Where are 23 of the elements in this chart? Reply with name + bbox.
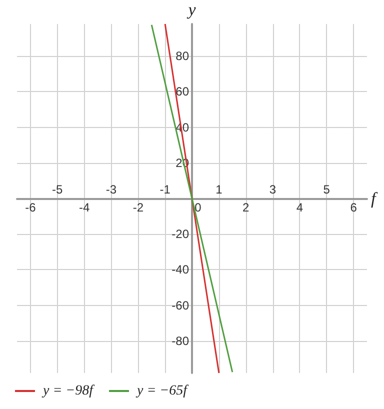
x-axis-title: f	[371, 189, 378, 208]
x-tick-label: -2	[132, 200, 144, 214]
x-tick-label: -6	[25, 200, 36, 214]
x2-tick-label: 3	[269, 182, 276, 196]
x2-tick-label: -3	[106, 182, 117, 196]
x2-tick-label: -5	[52, 182, 64, 196]
y-tick-label: 60	[176, 84, 190, 99]
x-tick-label: 4	[296, 200, 304, 214]
x2-tick-label: -1	[160, 182, 171, 196]
y-tick-label: -60	[172, 298, 190, 312]
x-tick-label: 6	[350, 200, 358, 214]
x-tick-label: 0	[194, 200, 202, 214]
legend-label: y = −98f	[41, 384, 96, 398]
y-tick-label: -20	[172, 227, 190, 242]
legend-label: y = −65f	[135, 384, 190, 398]
y-tick-label: -80	[172, 334, 190, 348]
y-tick-label: -40	[172, 262, 190, 277]
y-axis-title: y	[186, 0, 196, 19]
x2-tick-label: 1	[216, 182, 223, 196]
x-tick-label: -4	[78, 200, 90, 214]
x-tick-label: 2	[242, 200, 250, 214]
y-tick-label: 80	[176, 49, 190, 64]
x2-tick-label: 5	[323, 182, 330, 196]
